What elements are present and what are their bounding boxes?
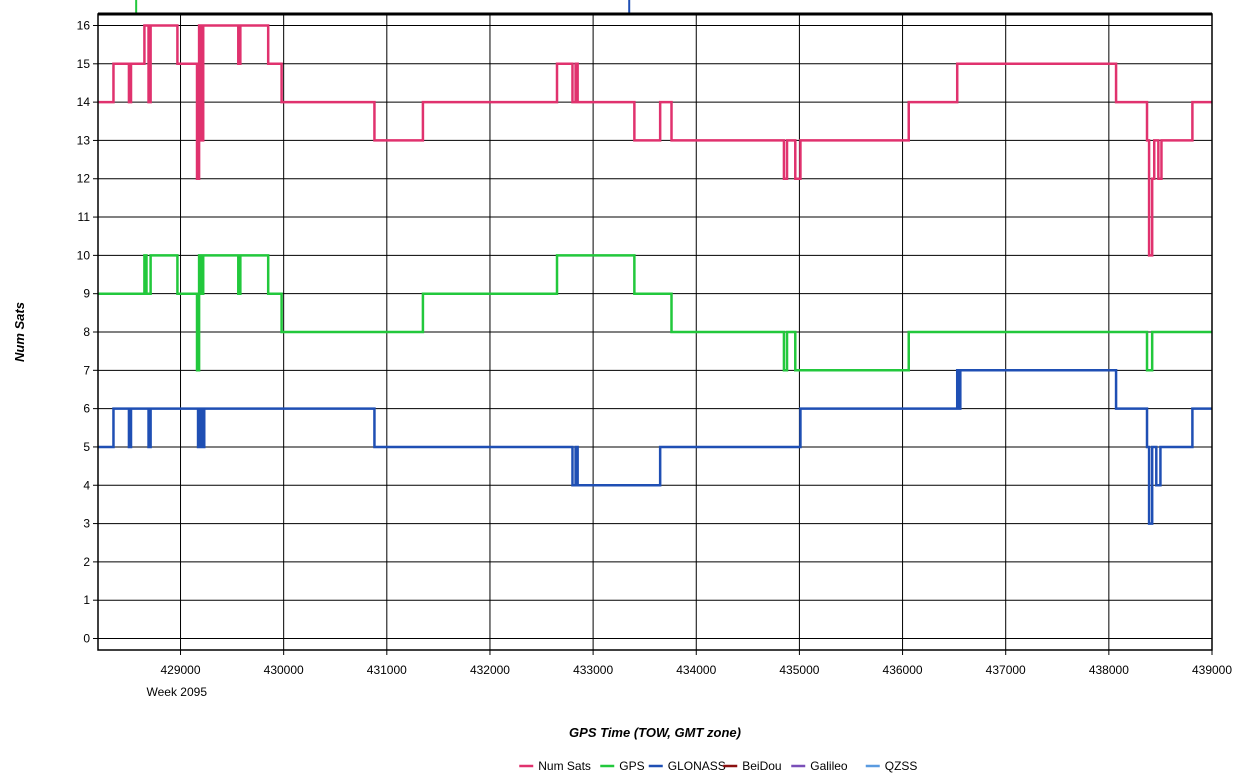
x-week-label: Week 2095 xyxy=(147,685,208,699)
y-tick-label: 7 xyxy=(83,363,90,377)
legend-label: BeiDou xyxy=(742,759,781,773)
x-tick-label: 435000 xyxy=(779,663,819,677)
legend-label: Galileo xyxy=(810,759,848,773)
x-tick-label: 431000 xyxy=(367,663,407,677)
legend: Num Sats GPS GLONASS BeiDou Galileo QZSS xyxy=(519,759,917,773)
x-tick-label: 429000 xyxy=(160,663,200,677)
x-tick-label: 438000 xyxy=(1089,663,1129,677)
x-tick-label: 437000 xyxy=(986,663,1026,677)
x-axis-ticks: 429000 430000 431000 432000 433000 434000 4350… xyxy=(160,650,1232,677)
y-tick-label: 5 xyxy=(83,440,90,454)
y-tick-label: 6 xyxy=(83,402,90,416)
y-tick-label: 3 xyxy=(83,517,90,531)
y-tick-label: 11 xyxy=(78,210,91,224)
legend-label: QZSS xyxy=(885,759,918,773)
y-tick-label: 15 xyxy=(77,57,91,71)
series-line-gps xyxy=(98,254,1212,372)
legend-item-beidou: BeiDou xyxy=(723,759,782,773)
series-line-glonass xyxy=(98,369,1212,525)
y-tick-label: 12 xyxy=(77,172,91,186)
legend-label: GLONASS xyxy=(668,759,726,773)
legend-item-galileo: Galileo xyxy=(791,759,848,773)
y-tick-label: 14 xyxy=(77,95,91,109)
y-tick-label: 10 xyxy=(77,248,91,262)
legend-item-gps: GPS xyxy=(600,759,645,773)
series-lines xyxy=(98,24,1212,525)
y-axis-title: Num Sats xyxy=(12,302,27,362)
legend-label: GPS xyxy=(619,759,644,773)
y-tick-label: 4 xyxy=(83,478,90,492)
y-tick-label: 16 xyxy=(77,18,91,32)
y-tick-label: 8 xyxy=(83,325,90,339)
y-tick-label: 2 xyxy=(83,555,90,569)
legend-item-qzss: QZSS xyxy=(865,759,918,773)
x-tick-label: 433000 xyxy=(573,663,613,677)
x-tick-label: 439000 xyxy=(1192,663,1232,677)
series-line-num-sats xyxy=(98,24,1212,257)
x-axis-title: GPS Time (TOW, GMT zone) xyxy=(569,725,741,740)
y-tick-label: 13 xyxy=(77,133,91,147)
legend-item-num-sats: Num Sats xyxy=(519,759,591,773)
top-markers xyxy=(135,0,631,14)
y-tick-label: 9 xyxy=(83,287,90,301)
legend-item-glonass: GLONASS xyxy=(648,759,726,773)
legend-label: Num Sats xyxy=(538,759,591,773)
x-tick-label: 430000 xyxy=(264,663,304,677)
y-tick-label: 0 xyxy=(83,632,90,646)
x-tick-label: 432000 xyxy=(470,663,510,677)
x-tick-label: 434000 xyxy=(676,663,716,677)
y-tick-label: 1 xyxy=(83,593,90,607)
x-tick-label: 436000 xyxy=(883,663,923,677)
